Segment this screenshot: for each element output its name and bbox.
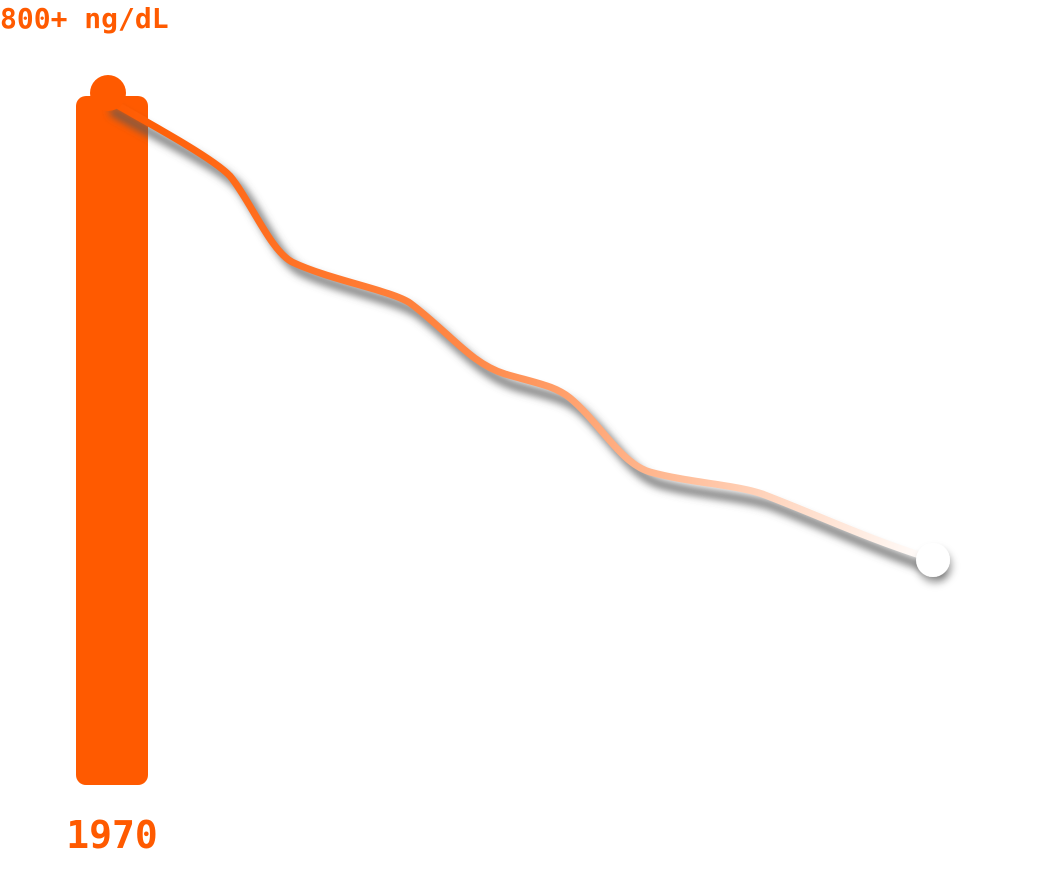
- bar: [76, 96, 148, 785]
- start-dot: [90, 75, 126, 111]
- value-label: 800+ ng/dL: [0, 2, 169, 35]
- trend-line: [104, 96, 939, 564]
- year-label: 1970: [66, 813, 158, 857]
- end-dot: [916, 543, 950, 577]
